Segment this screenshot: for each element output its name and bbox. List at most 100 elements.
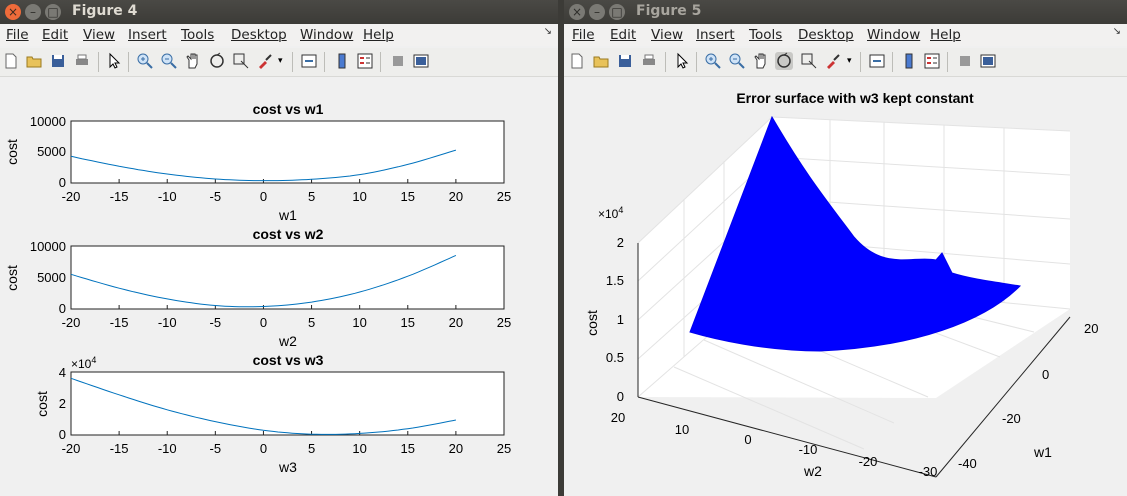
- minimize-icon[interactable]: –: [589, 4, 605, 20]
- print-icon[interactable]: [73, 52, 91, 70]
- menu-tools[interactable]: Tools: [749, 27, 783, 43]
- x-axis-label: w1: [278, 207, 297, 223]
- brush-dropdown-icon[interactable]: ▾: [278, 55, 283, 65]
- menu-edit[interactable]: Edit: [42, 27, 69, 43]
- y-exponent-label: ×104: [71, 355, 96, 371]
- x-tick-label: 25: [497, 315, 511, 330]
- colorbar-icon[interactable]: [333, 52, 351, 70]
- new-figure-icon[interactable]: [568, 52, 586, 70]
- w1-tick-label: -20: [1002, 411, 1021, 426]
- menu-tools[interactable]: Tools: [181, 27, 215, 43]
- titlebar: × – □ Figure 5: [564, 0, 1127, 24]
- w2-tick-label: -20: [859, 454, 878, 469]
- legend-icon[interactable]: [356, 52, 374, 70]
- rotate-3d-icon[interactable]: [775, 52, 793, 70]
- menu-view[interactable]: View: [651, 27, 684, 43]
- close-icon[interactable]: ×: [5, 4, 21, 20]
- link-plot-icon[interactable]: [868, 52, 886, 70]
- print-icon[interactable]: [640, 52, 658, 70]
- data-cursor-icon[interactable]: [232, 52, 250, 70]
- x-tick-label: -20: [62, 315, 81, 330]
- x-tick-label: 20: [449, 441, 463, 456]
- show-plot-tools-icon[interactable]: [412, 52, 430, 70]
- x-tick-label: -20: [62, 189, 81, 204]
- axes-box[interactable]: [70, 120, 505, 184]
- y-tick-label: 0: [59, 301, 66, 316]
- pan-icon[interactable]: [184, 52, 202, 70]
- zoom-out-icon[interactable]: [728, 52, 746, 70]
- y-tick-label: 10000: [30, 114, 66, 129]
- x-tick-label: -10: [158, 441, 177, 456]
- x-tick-label: -5: [210, 441, 222, 456]
- w1-tick-label: 20: [1084, 321, 1098, 336]
- zoom-in-icon[interactable]: [136, 52, 154, 70]
- save-icon[interactable]: [616, 52, 634, 70]
- maximize-icon[interactable]: □: [609, 4, 625, 20]
- pointer-icon[interactable]: [105, 52, 123, 70]
- x-tick-label: -15: [110, 441, 129, 456]
- hide-plot-tools-icon[interactable]: [389, 52, 407, 70]
- menu-desktop[interactable]: Desktop: [231, 27, 287, 43]
- series-line: [70, 377, 457, 435]
- legend-icon[interactable]: [923, 52, 941, 70]
- w2-tick-label: 10: [675, 422, 689, 437]
- brush-icon[interactable]: [256, 52, 274, 70]
- menu-insert[interactable]: Insert: [128, 27, 167, 43]
- w1-tick-label: -40: [958, 456, 977, 471]
- y-tick-label: 5000: [37, 270, 66, 285]
- zoom-in-icon[interactable]: [704, 52, 722, 70]
- titlebar: × – □ Figure 4: [0, 0, 558, 24]
- surface-plot[interactable]: Error surface with w3 kept constant: [564, 77, 1127, 496]
- pan-icon[interactable]: [752, 52, 770, 70]
- subplot-3: cost vs w3 ×104 cost w3 0 2 4 -20 -15 -10-…: [34, 352, 511, 475]
- z-exponent-label: ×104: [598, 205, 623, 221]
- brush-dropdown-icon[interactable]: ▾: [847, 55, 852, 65]
- axes-box[interactable]: [70, 371, 505, 436]
- brush-icon[interactable]: [824, 52, 842, 70]
- menu-dock-icon[interactable]: ↘: [543, 26, 552, 37]
- x-tick-label: -15: [110, 189, 129, 204]
- z-tick-label: 1: [617, 312, 624, 327]
- colorbar-icon[interactable]: [900, 52, 918, 70]
- new-figure-icon[interactable]: [2, 52, 20, 70]
- x-tick-label: 10: [352, 441, 366, 456]
- z-tick-label: 0: [617, 389, 624, 404]
- menu-view[interactable]: View: [83, 27, 116, 43]
- menu-desktop[interactable]: Desktop: [798, 27, 854, 43]
- menu-help[interactable]: Help: [930, 27, 961, 43]
- y-axis-label: cost: [4, 139, 20, 165]
- hide-plot-tools-icon[interactable]: [956, 52, 974, 70]
- x-tick-label: -15: [110, 315, 129, 330]
- data-cursor-icon[interactable]: [800, 52, 818, 70]
- y-tick-label: 10000: [30, 239, 66, 254]
- y-axis-label: cost: [4, 265, 20, 291]
- pointer-icon[interactable]: [673, 52, 691, 70]
- rotate-3d-icon[interactable]: [208, 52, 226, 70]
- save-icon[interactable]: [49, 52, 67, 70]
- menu-window[interactable]: Window: [867, 27, 921, 43]
- menu-edit[interactable]: Edit: [610, 27, 637, 43]
- series-line: [70, 149, 457, 182]
- link-plot-icon[interactable]: [300, 52, 318, 70]
- w2-tick-label: 0: [744, 432, 751, 447]
- open-file-icon[interactable]: [25, 52, 43, 70]
- minimize-icon[interactable]: –: [25, 4, 41, 20]
- menu-file[interactable]: File: [572, 27, 595, 43]
- x-tick-label: 5: [308, 441, 315, 456]
- open-file-icon[interactable]: [592, 52, 610, 70]
- close-icon[interactable]: ×: [569, 4, 585, 20]
- menu-insert[interactable]: Insert: [696, 27, 735, 43]
- menu-window[interactable]: Window: [300, 27, 354, 43]
- menu-file[interactable]: File: [6, 27, 29, 43]
- y-tick-label: 4: [59, 365, 66, 380]
- x-ticks: -20 -15 -10 -5 0 5 10 15 20 25: [62, 305, 511, 330]
- maximize-icon[interactable]: □: [45, 4, 61, 20]
- axes-box[interactable]: [70, 245, 505, 310]
- z-tick-label: 1.5: [606, 273, 624, 288]
- x-tick-label: 5: [308, 315, 315, 330]
- menu-dock-icon[interactable]: ↘: [1112, 26, 1121, 37]
- zoom-out-icon[interactable]: [160, 52, 178, 70]
- menu-help[interactable]: Help: [363, 27, 394, 43]
- show-plot-tools-icon[interactable]: [979, 52, 997, 70]
- toolbar: ▾: [564, 48, 1127, 77]
